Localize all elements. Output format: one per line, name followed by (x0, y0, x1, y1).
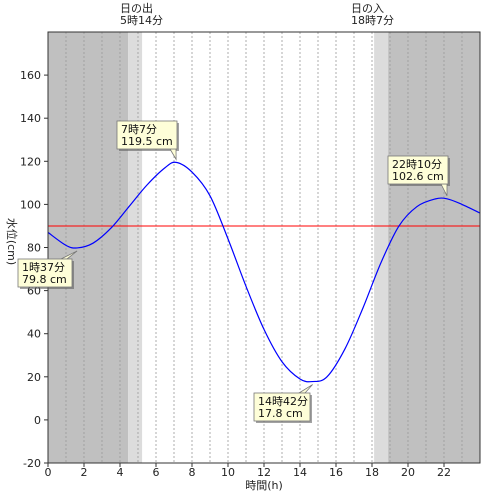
x-tick-label: 2 (81, 466, 88, 479)
annotation-level: 119.5 cm (121, 135, 173, 148)
twilight-shade-morning (128, 32, 143, 463)
callout-box (17, 258, 73, 288)
annotation-time: 1時37分 (22, 261, 65, 274)
tide-curve (47, 161, 481, 383)
annotation-level: 17.8 cm (258, 407, 303, 420)
x-tick-label: 6 (153, 466, 160, 479)
y-tick-label: 0 (34, 414, 41, 427)
x-tick-label: 12 (257, 466, 271, 479)
x-tick-label: 4 (117, 466, 124, 479)
x-tick-label: 8 (189, 466, 196, 479)
sunset-label: 日の入 (351, 2, 384, 15)
axis-ticks: 0 2 4 6 8 10 12 14 16 18 20 22-20020406080100120140… (20, 69, 451, 479)
night-shade-morning (48, 32, 129, 463)
annotation-level: 102.6 cm (392, 170, 444, 183)
x-tick-label: 20 (401, 466, 415, 479)
annotation-level: 79.8 cm (22, 273, 67, 286)
x-tick-label: 18 (365, 466, 379, 479)
sunrise-label: 日の出 (120, 1, 153, 15)
y-tick-label: 160 (20, 69, 41, 82)
callout-box (116, 120, 178, 150)
callout-box (253, 392, 311, 422)
sunrise-time: 5時14分 (120, 14, 163, 27)
y-tick-label: 140 (20, 112, 41, 125)
callout-box (387, 155, 449, 185)
y-tick-label: 120 (20, 155, 41, 168)
x-tick-label: 16 (329, 466, 343, 479)
annotation-time: 7時7分 (121, 123, 157, 136)
x-tick-label: 14 (293, 466, 307, 479)
y-axis-title: 水位(cm) (5, 218, 19, 265)
twilight-shade-evening (374, 32, 389, 463)
y-tick-label: 40 (27, 328, 41, 341)
y-tick-label: -20 (23, 457, 41, 470)
annotation-time: 22時10分 (392, 158, 442, 171)
daylight-area (142, 32, 375, 463)
x-tick-label: 10 (221, 466, 235, 479)
x-tick-label: 0 (45, 466, 52, 479)
x-axis-title: 時間(h) (245, 479, 283, 492)
x-tick-label: 22 (437, 466, 451, 479)
sunset-time: 18時7分 (351, 14, 394, 27)
y-tick-label: 80 (27, 242, 41, 255)
day-night-shading (48, 32, 480, 463)
night-shade-evening (388, 32, 480, 463)
y-tick-label: 100 (20, 198, 41, 211)
annotation-time: 14時42分 (258, 395, 308, 408)
y-tick-label: 20 (27, 371, 41, 384)
